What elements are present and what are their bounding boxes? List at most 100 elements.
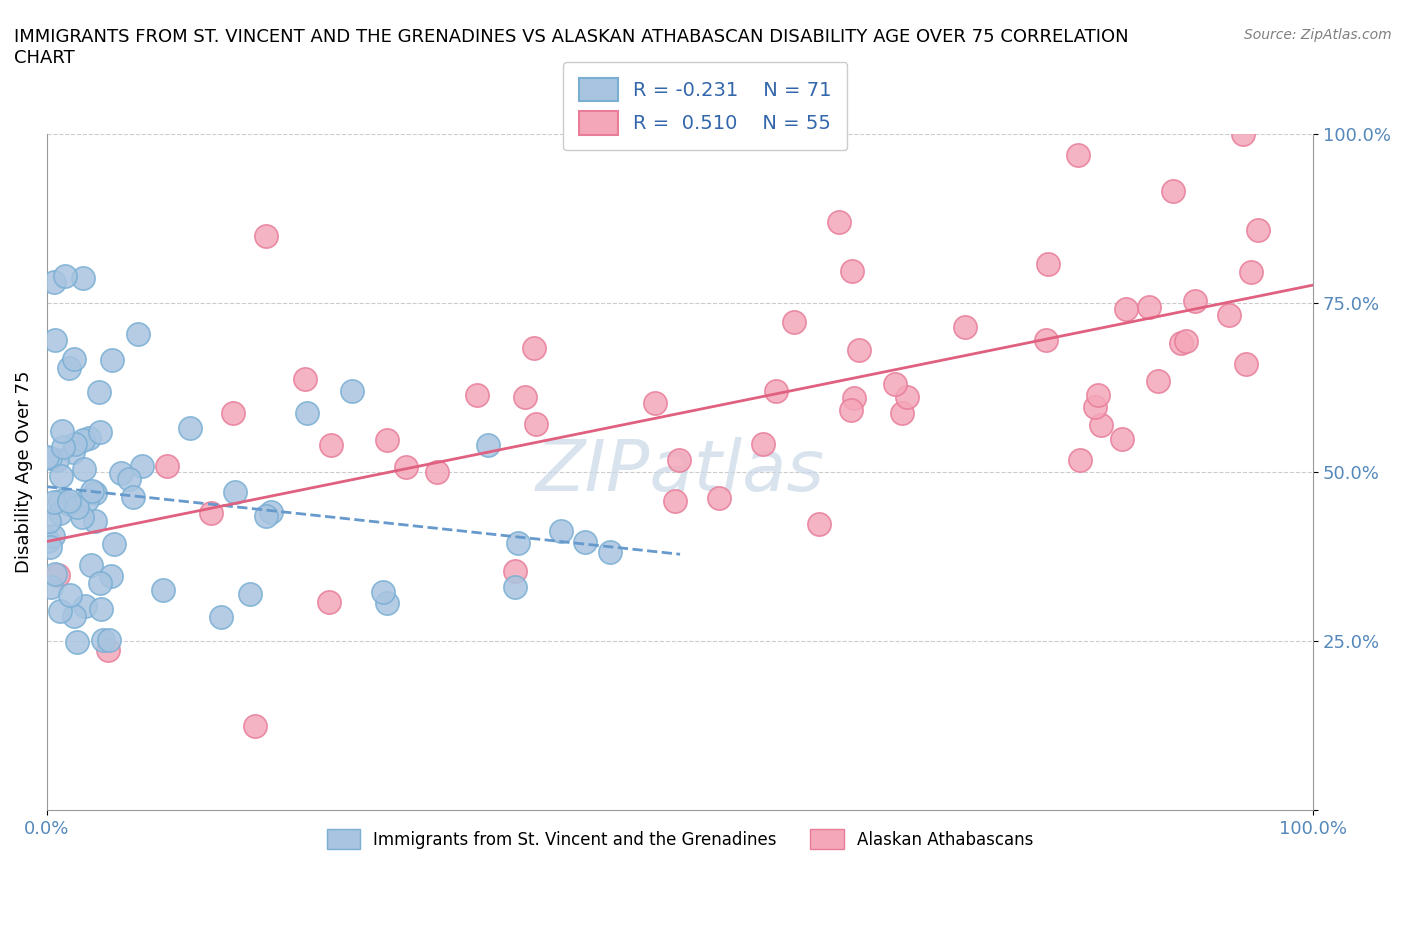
Point bbox=[426, 465, 449, 480]
Point bbox=[503, 580, 526, 595]
Point bbox=[209, 609, 232, 624]
Point bbox=[89, 385, 111, 400]
Point bbox=[122, 490, 145, 505]
Point bbox=[1232, 126, 1254, 141]
Point bbox=[39, 450, 62, 465]
Point bbox=[1111, 432, 1133, 446]
Point bbox=[1247, 222, 1270, 237]
Point bbox=[1184, 294, 1206, 309]
Point bbox=[152, 583, 174, 598]
Point bbox=[97, 643, 120, 658]
Point bbox=[222, 405, 245, 420]
Point bbox=[59, 588, 82, 603]
Point bbox=[1147, 373, 1170, 388]
Point bbox=[752, 436, 775, 451]
Point bbox=[1036, 257, 1059, 272]
Point bbox=[224, 485, 246, 499]
Point bbox=[340, 384, 363, 399]
Point bbox=[58, 497, 80, 512]
Point bbox=[1161, 184, 1184, 199]
Point bbox=[35, 450, 58, 465]
Legend: Immigrants from St. Vincent and the Grenadines, Alaskan Athabascans: Immigrants from St. Vincent and the Gren… bbox=[321, 822, 1040, 856]
Point bbox=[100, 569, 122, 584]
Point bbox=[1067, 148, 1090, 163]
Point bbox=[254, 229, 277, 244]
Point bbox=[848, 343, 870, 358]
Point bbox=[395, 459, 418, 474]
Point bbox=[49, 604, 72, 618]
Point bbox=[668, 453, 690, 468]
Point bbox=[765, 383, 787, 398]
Point bbox=[574, 535, 596, 550]
Point bbox=[131, 458, 153, 473]
Point bbox=[254, 509, 277, 524]
Point bbox=[1069, 453, 1091, 468]
Point bbox=[844, 390, 866, 405]
Point bbox=[477, 438, 499, 453]
Point bbox=[44, 566, 66, 581]
Point bbox=[46, 568, 69, 583]
Point bbox=[79, 431, 101, 445]
Point bbox=[89, 576, 111, 591]
Point bbox=[506, 536, 529, 551]
Point bbox=[664, 493, 686, 508]
Point bbox=[524, 417, 547, 432]
Point bbox=[41, 528, 63, 543]
Y-axis label: Disability Age Over 75: Disability Age Over 75 bbox=[15, 371, 32, 573]
Point bbox=[76, 493, 98, 508]
Point bbox=[465, 387, 488, 402]
Point bbox=[127, 326, 149, 341]
Point bbox=[1087, 388, 1109, 403]
Point bbox=[200, 506, 222, 521]
Point bbox=[375, 432, 398, 447]
Point bbox=[245, 719, 267, 734]
Point bbox=[828, 215, 851, 230]
Point bbox=[294, 371, 316, 386]
Point bbox=[513, 390, 536, 405]
Text: ZIPatlas: ZIPatlas bbox=[536, 437, 824, 507]
Point bbox=[890, 405, 912, 420]
Point bbox=[1084, 399, 1107, 414]
Point bbox=[884, 377, 907, 392]
Point bbox=[58, 493, 80, 508]
Point bbox=[52, 440, 75, 455]
Point bbox=[65, 634, 87, 649]
Point bbox=[644, 395, 666, 410]
Point bbox=[70, 510, 93, 525]
Point bbox=[318, 594, 340, 609]
Point bbox=[72, 432, 94, 447]
Point bbox=[841, 263, 863, 278]
Text: Source: ZipAtlas.com: Source: ZipAtlas.com bbox=[1244, 28, 1392, 42]
Point bbox=[896, 390, 918, 405]
Point bbox=[82, 483, 104, 498]
Point bbox=[239, 587, 262, 602]
Point bbox=[1240, 264, 1263, 279]
Point bbox=[101, 352, 124, 367]
Point bbox=[782, 314, 804, 329]
Point bbox=[179, 420, 201, 435]
Point bbox=[73, 599, 96, 614]
Point bbox=[156, 459, 179, 474]
Point bbox=[72, 271, 94, 286]
Point bbox=[599, 544, 621, 559]
Point bbox=[37, 534, 59, 549]
Point bbox=[1170, 336, 1192, 351]
Point bbox=[89, 424, 111, 439]
Point bbox=[373, 585, 395, 600]
Point bbox=[503, 564, 526, 578]
Point bbox=[1035, 332, 1057, 347]
Point bbox=[80, 557, 103, 572]
Point bbox=[63, 351, 86, 365]
Point bbox=[39, 539, 62, 554]
Point bbox=[259, 504, 281, 519]
Point bbox=[523, 340, 546, 355]
Point bbox=[375, 595, 398, 610]
Point bbox=[839, 403, 862, 418]
Point bbox=[51, 424, 73, 439]
Point bbox=[53, 268, 76, 283]
Point bbox=[550, 524, 572, 538]
Point bbox=[110, 466, 132, 481]
Point bbox=[63, 609, 86, 624]
Point bbox=[66, 499, 89, 514]
Point bbox=[49, 493, 72, 508]
